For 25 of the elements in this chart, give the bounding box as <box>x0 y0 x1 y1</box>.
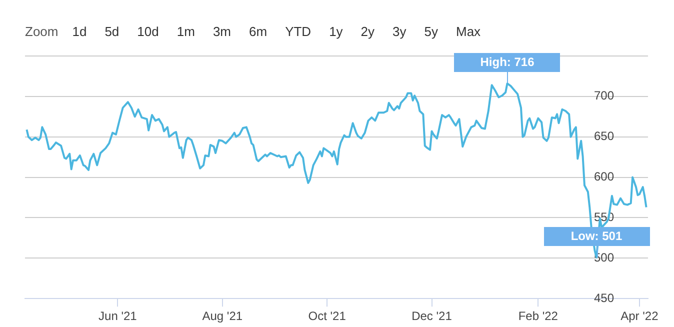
callout-box: High: 716 <box>454 53 560 72</box>
text: 1y <box>329 23 343 41</box>
text: 5d <box>104 23 120 41</box>
y-tick-label: 650 <box>594 129 614 144</box>
text: Zoom <box>25 23 58 41</box>
text: 10d <box>137 23 159 41</box>
x-tick-label: Jun '21 <box>98 309 138 324</box>
text: 5y <box>424 23 438 41</box>
text: 3m <box>212 23 231 41</box>
x-tick-label: Apr '22 <box>620 309 659 324</box>
y-tick-label: 450 <box>594 290 614 305</box>
text: 6m <box>249 23 268 41</box>
text: Max <box>456 23 481 41</box>
text: 3y <box>392 23 406 41</box>
y-tick-label: 600 <box>594 170 614 184</box>
x-tick-label: Aug '21 <box>202 309 243 324</box>
text: 2y <box>360 23 375 41</box>
x-tick-label: Feb '22 <box>518 309 558 324</box>
text: 1d <box>72 23 87 41</box>
x-tick-label: Oct '21 <box>308 309 346 324</box>
x-tick-label: Dec '21 <box>412 309 452 324</box>
text: YTD <box>285 23 312 41</box>
callout-box: Low: 501 <box>544 227 650 246</box>
y-tick-label: 700 <box>594 88 614 103</box>
text: 1m <box>176 23 195 41</box>
